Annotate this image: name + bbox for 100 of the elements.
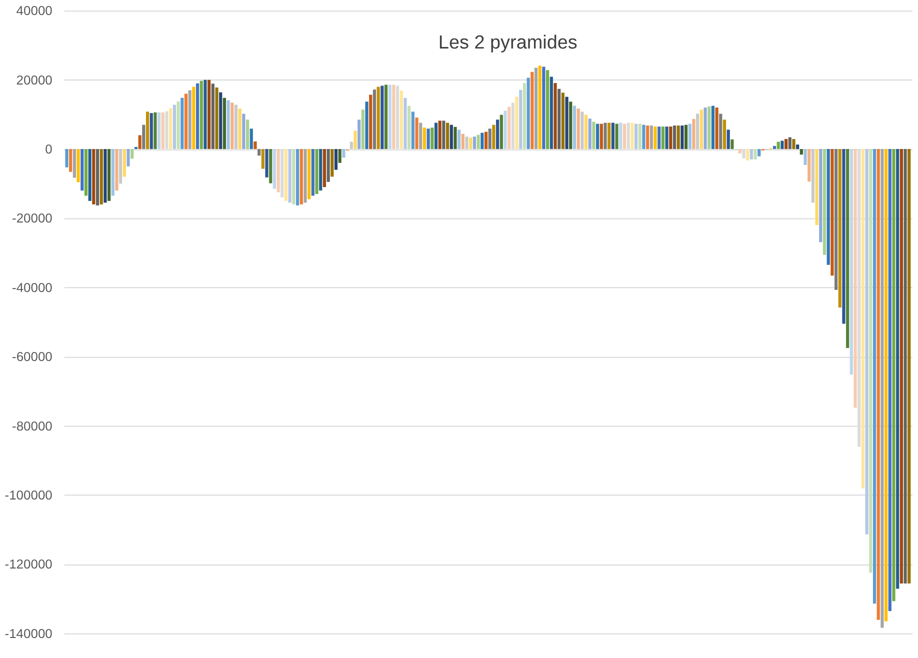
bar <box>665 126 668 150</box>
bar <box>484 132 488 150</box>
bar <box>184 94 188 150</box>
bar <box>869 149 872 573</box>
bar <box>611 122 614 150</box>
bar <box>500 114 503 150</box>
bar <box>861 149 865 488</box>
bar <box>746 149 750 160</box>
bar <box>115 149 118 191</box>
bar <box>172 104 176 150</box>
bar <box>526 78 530 150</box>
bar <box>708 106 711 150</box>
bar <box>504 110 507 150</box>
bar <box>200 80 203 150</box>
bar <box>358 120 361 150</box>
bar <box>192 86 196 150</box>
bar <box>496 120 500 150</box>
bar <box>142 124 146 150</box>
bar <box>558 88 561 150</box>
bar <box>338 149 342 163</box>
bar <box>572 106 576 150</box>
bar <box>534 68 538 150</box>
bar <box>326 149 330 182</box>
bar <box>234 104 238 150</box>
bar <box>580 112 584 150</box>
bar <box>150 113 153 150</box>
bar <box>411 112 414 150</box>
bar <box>80 149 84 191</box>
bar <box>808 149 811 182</box>
bar <box>904 149 907 584</box>
bar <box>376 86 380 150</box>
bar <box>842 149 846 324</box>
bar <box>704 108 707 150</box>
bar <box>354 130 357 150</box>
bar <box>722 120 726 150</box>
bar <box>372 90 376 150</box>
bar <box>776 142 780 150</box>
bar <box>292 149 296 204</box>
bar <box>738 149 742 154</box>
bar <box>211 84 214 150</box>
bar <box>204 80 207 150</box>
bar <box>226 100 230 150</box>
bar <box>384 84 388 150</box>
bar <box>854 149 857 408</box>
bar <box>308 149 311 200</box>
bar <box>622 124 626 150</box>
bar <box>334 149 338 170</box>
bar <box>242 114 246 150</box>
bar <box>804 149 807 165</box>
bar <box>430 128 434 150</box>
bar <box>634 124 638 150</box>
bar <box>458 130 461 150</box>
bar <box>188 90 192 150</box>
bar <box>215 87 218 150</box>
bar <box>161 112 164 150</box>
bar <box>415 118 418 150</box>
bar <box>300 149 303 204</box>
bar <box>561 92 564 150</box>
bar <box>461 134 464 150</box>
bar <box>269 149 272 184</box>
bar <box>96 149 100 206</box>
bar <box>480 132 484 150</box>
bar <box>876 149 880 620</box>
bar <box>680 126 684 150</box>
bar <box>454 126 457 150</box>
bar <box>450 124 453 150</box>
bar <box>900 149 903 584</box>
bar <box>669 126 672 150</box>
bar <box>519 90 522 150</box>
bar <box>811 149 815 203</box>
bar <box>304 149 307 203</box>
y-tick-label: -20000 <box>12 210 52 226</box>
bar <box>696 114 700 150</box>
bar <box>619 122 622 150</box>
bar <box>492 124 496 150</box>
bar <box>754 149 757 160</box>
bar <box>542 66 546 150</box>
bar <box>661 126 664 150</box>
bar <box>715 108 718 150</box>
bar <box>472 136 476 150</box>
bar <box>865 149 868 534</box>
bar <box>576 108 580 150</box>
bar <box>872 149 876 604</box>
bar <box>408 106 411 150</box>
y-tick-label: 20000 <box>16 72 52 88</box>
bar <box>246 120 250 150</box>
bar <box>169 108 172 150</box>
bar <box>230 102 234 150</box>
bar <box>369 94 372 150</box>
bar <box>138 135 142 150</box>
bar <box>530 72 534 150</box>
bar <box>92 149 96 204</box>
bar <box>600 124 603 150</box>
bar <box>658 126 661 150</box>
bar <box>404 98 407 150</box>
bar <box>130 149 134 159</box>
bar <box>180 98 184 150</box>
bar <box>261 149 264 169</box>
bar <box>642 124 646 150</box>
bar <box>250 128 253 150</box>
